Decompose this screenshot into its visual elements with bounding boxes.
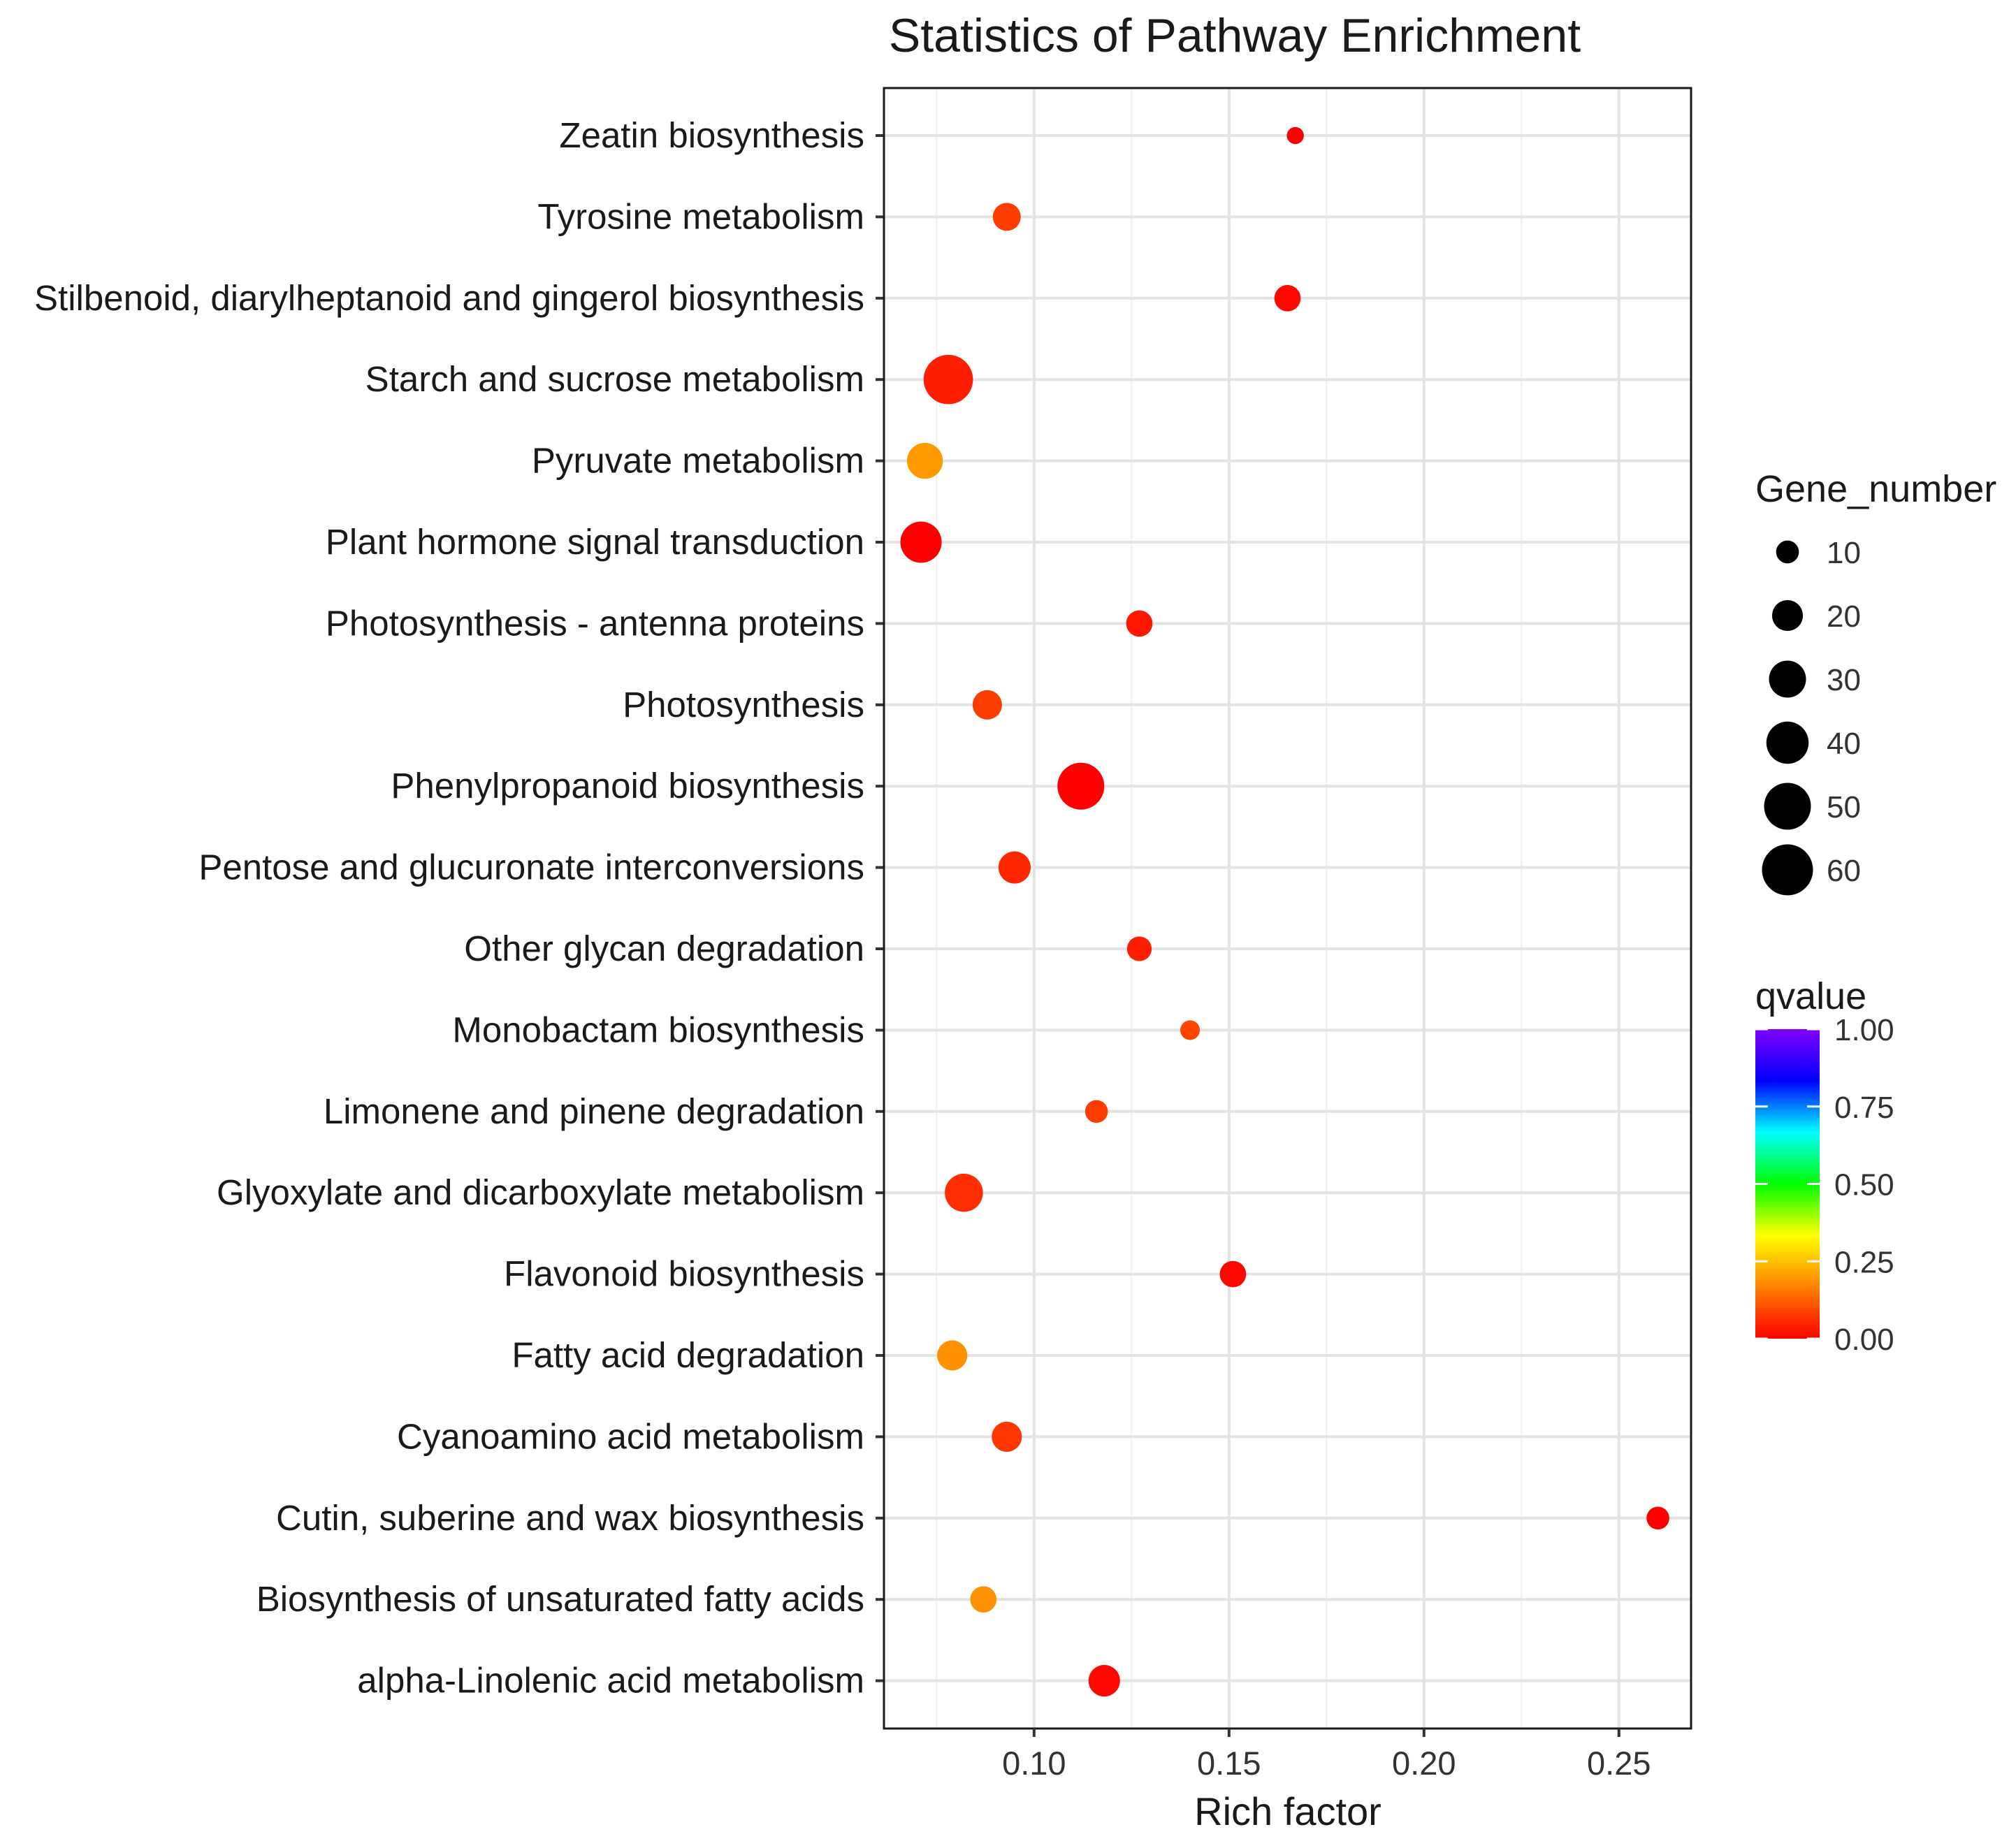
y-tick-label: Cyanoamino acid metabolism [397,1416,864,1456]
data-point [937,1340,968,1371]
data-point [900,521,942,563]
color-legend-label: 0.00 [1834,1323,1894,1357]
size-legend-label: 60 [1827,854,1861,888]
size-legend-label: 20 [1827,599,1861,634]
y-tick-label: Glyoxylate and dicarboxylate metabolism [217,1172,864,1212]
data-point [1274,284,1301,312]
data-point [1646,1506,1669,1530]
data-point [945,1173,983,1212]
size-legend-label: 10 [1827,536,1861,570]
y-tick-label: alpha-Linolenic acid metabolism [357,1661,864,1701]
data-point [906,442,943,479]
plot-area: Zeatin biosynthesis Tyrosine metabolism St… [34,87,1692,1782]
data-point [1057,762,1105,810]
y-tick-label: Photosynthesis - antenna proteins [326,603,864,643]
y-tick-label: Other glycan degradation [464,929,864,968]
chart-title: Statistics of Pathway Enrichment [889,9,1581,62]
y-tick-label: Limonene and pinene degradation [324,1091,864,1131]
size-legend-label: 40 [1827,727,1861,761]
color-legend-label: 0.50 [1834,1168,1894,1202]
y-tick-label: Pentose and glucuronate interconversions [198,847,864,887]
data-point [992,203,1021,231]
x-tick-label: 0.15 [1197,1745,1261,1782]
y-tick-label: Cutin, suberine and wax biosynthesis [276,1498,864,1538]
data-point [923,354,973,405]
color-legend: qvalue 0.00 0.25 0.50 0.75 1.00 [1755,975,1894,1357]
size-legend-label: 50 [1827,790,1861,824]
data-point [1180,1020,1201,1040]
y-tick-label: Photosynthesis [623,685,864,725]
panel-border [883,87,1692,1730]
x-axis-title: Rich factor [1194,1789,1382,1833]
size-legend-key [1771,599,1804,632]
color-legend-label: 0.75 [1834,1091,1894,1125]
data-point [1126,936,1152,961]
y-tick-label: Tyrosine metabolism [537,196,864,236]
x-tick-label: 0.20 [1392,1745,1456,1782]
color-legend-label: 1.00 [1834,1013,1894,1047]
y-tick-label: Plant hormone signal transduction [326,522,864,562]
y-tick-label: Biosynthesis of unsaturated fatty acids [256,1579,864,1619]
data-point [1219,1260,1247,1288]
size-legend-label: 30 [1827,663,1861,697]
data-point [1126,610,1153,637]
y-tick-label: Zeatin biosynthesis [559,115,864,155]
data-point [992,1421,1022,1452]
data-point [1286,126,1304,145]
y-tick-label: Fatty acid degradation [512,1335,864,1375]
y-tick-label: Pyruvate metabolism [532,441,864,481]
size-legend: Gene_number 10 20 30 40 50 60 [1755,468,1996,896]
data-point [1088,1665,1120,1697]
size-legend-key [1766,721,1809,764]
y-tick-label: Phenylpropanoid biosynthesis [391,766,864,806]
size-legend-key [1764,783,1811,830]
x-tick-label: 0.25 [1587,1745,1651,1782]
size-legend-key [1776,540,1799,564]
x-tick-label: 0.10 [1002,1745,1066,1782]
data-point [970,1586,997,1613]
size-legend-key [1762,844,1813,896]
y-tick-label: Monobactam biosynthesis [452,1010,864,1049]
size-legend-key [1769,660,1806,698]
color-legend-title: qvalue [1755,975,1866,1017]
data-point [1085,1100,1108,1123]
y-tick-label: Starch and sucrose metabolism [365,359,864,399]
color-legend-label: 0.25 [1834,1245,1894,1279]
y-tick-label: Flavonoid biosynthesis [504,1254,864,1294]
data-point [998,851,1031,884]
panel-background [884,88,1691,1729]
size-legend-title: Gene_number [1755,468,1996,510]
data-point [972,690,1002,720]
y-tick-label: Stilbenoid, diarylheptanoid and gingerol… [34,278,864,318]
